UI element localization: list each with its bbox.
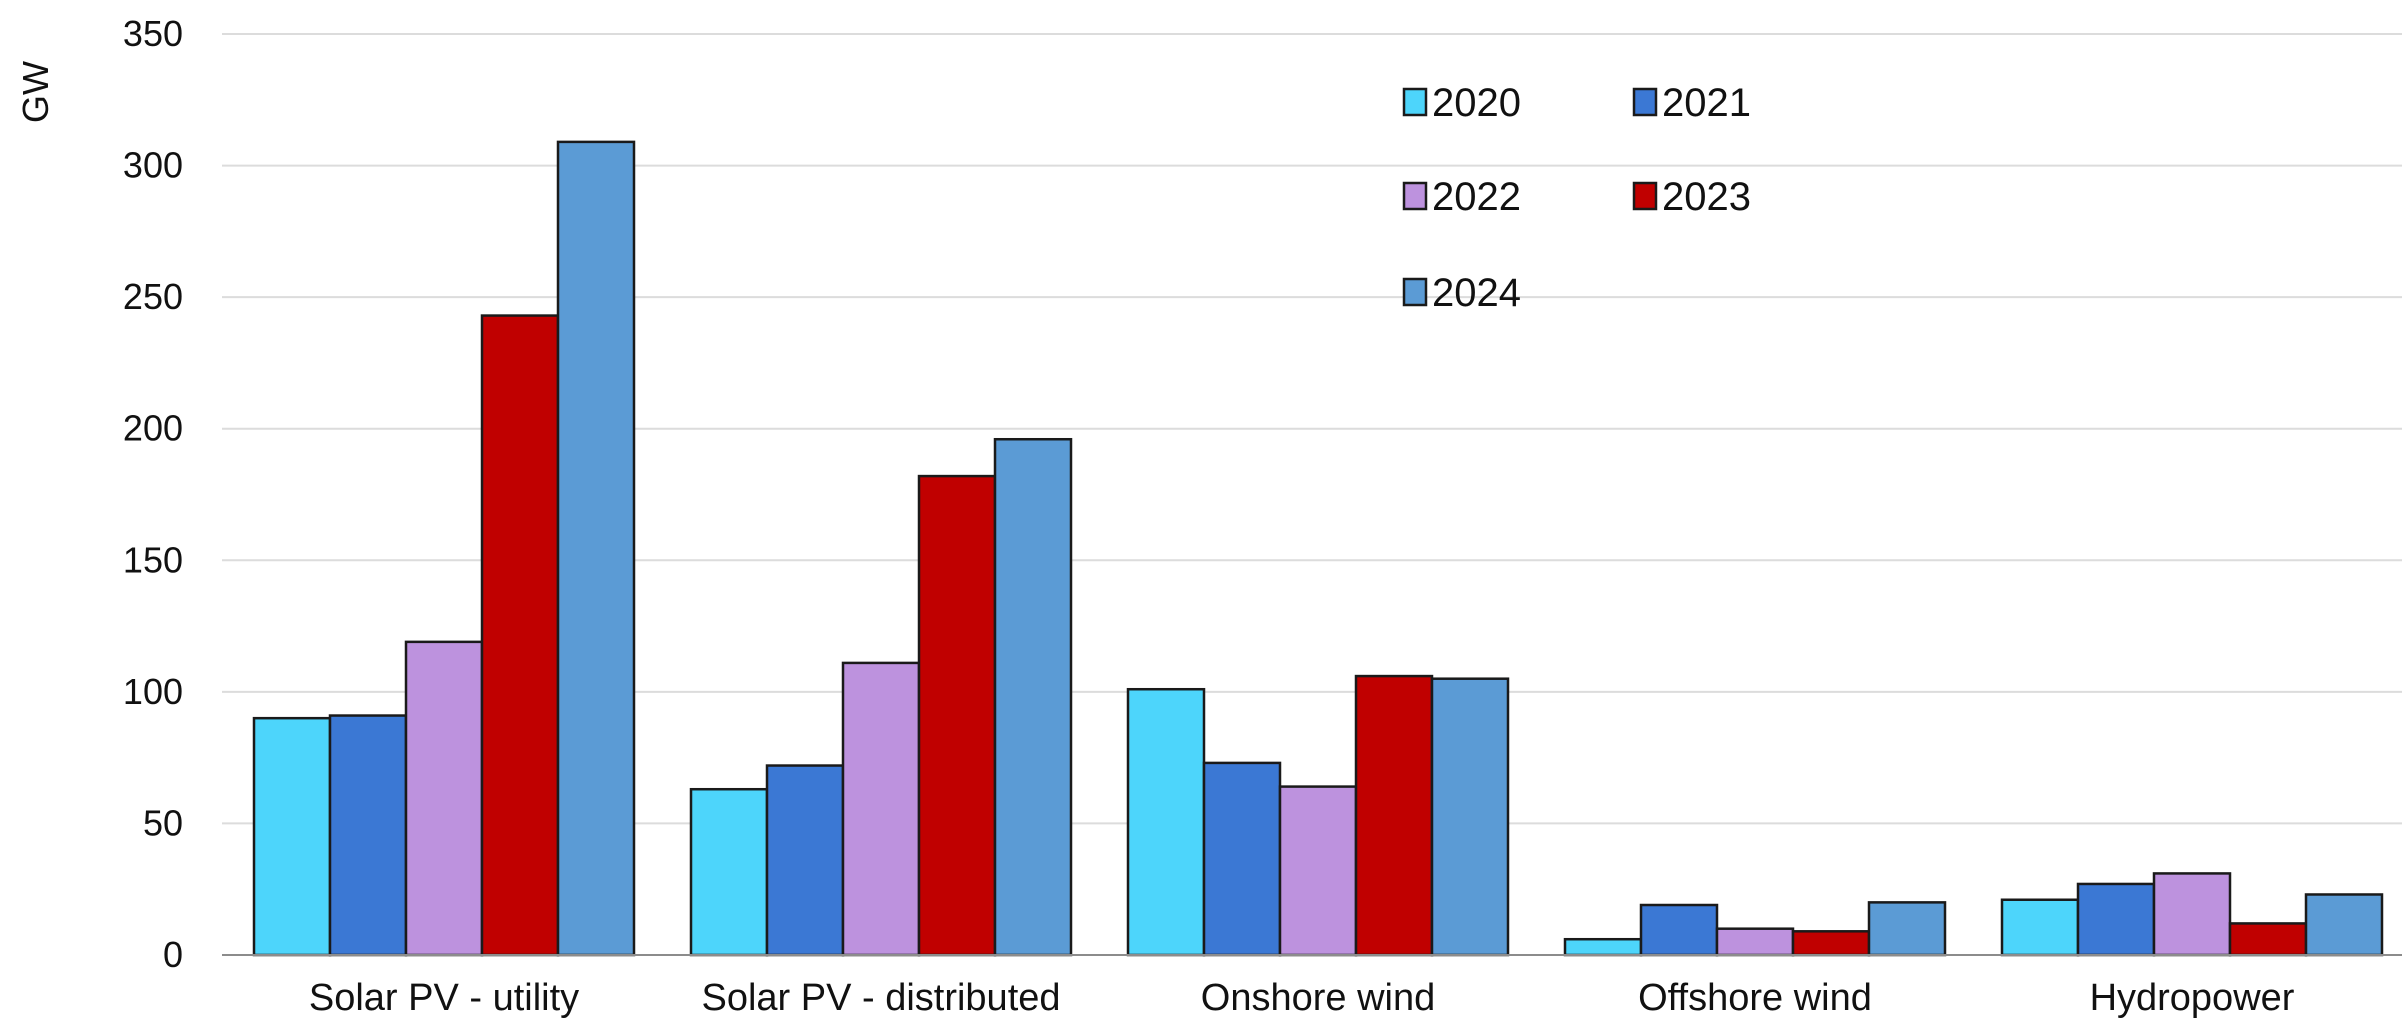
- legend-label-2023: 2023: [1662, 175, 1751, 219]
- bar-2021-solar-pv-distributed: [765, 764, 845, 957]
- bar-2023-offshore-wind: [1791, 930, 1871, 957]
- bar-2024-offshore-wind: [1867, 901, 1947, 957]
- bar-2023-solar-pv-utility: [480, 314, 560, 957]
- legend-label-2021: 2021: [1662, 81, 1751, 125]
- bar-2020-hydropower: [2000, 898, 2080, 957]
- category-label: Onshore wind: [1201, 977, 1435, 1018]
- legend-label-2024: 2024: [1432, 271, 1521, 315]
- bar-2021-hydropower: [2076, 882, 2156, 957]
- bar-2023-hydropower: [2228, 922, 2308, 957]
- category-labels: Solar PV - utility Solar PV - distributed…: [309, 977, 2295, 1018]
- legend-label-2022: 2022: [1432, 175, 1521, 219]
- legend-swatch-2022: [1402, 181, 1428, 211]
- bar-2022-solar-pv-utility: [404, 640, 484, 957]
- y-tick-label: 250: [123, 276, 183, 317]
- y-tick-label: 350: [123, 13, 183, 54]
- bar-2021-offshore-wind: [1639, 903, 1719, 957]
- category-label: Hydropower: [2090, 977, 2295, 1018]
- y-tick-label: 150: [123, 539, 183, 580]
- bar-2021-solar-pv-utility: [328, 714, 408, 957]
- y-tick-label: 200: [123, 408, 183, 449]
- y-tick-labels: 0 50 100 150 200 250 300 350: [123, 13, 183, 975]
- bar-2022-hydropower: [2152, 872, 2232, 957]
- bar-2024-hydropower: [2304, 893, 2384, 957]
- bar-2020-solar-pv-distributed: [689, 787, 769, 957]
- bar-2022-solar-pv-distributed: [841, 661, 921, 957]
- bar-2023-solar-pv-distributed: [917, 474, 997, 957]
- bar-2024-solar-pv-distributed: [993, 437, 1073, 957]
- y-axis-title: GW: [15, 61, 56, 123]
- y-tick-label: 300: [123, 145, 183, 186]
- legend-swatch-2024: [1402, 277, 1428, 307]
- legend-swatch-2020: [1402, 87, 1428, 117]
- bar-2023-onshore-wind: [1354, 674, 1434, 957]
- bar-2020-onshore-wind: [1126, 687, 1206, 957]
- legend-swatch-2023: [1632, 181, 1658, 211]
- legend: 2020 2021 2022 2023 2024: [1402, 81, 1751, 315]
- category-label: Solar PV - utility: [309, 977, 579, 1018]
- bar-2020-offshore-wind: [1563, 937, 1643, 957]
- bar-2024-onshore-wind: [1430, 677, 1510, 957]
- category-label: Offshore wind: [1638, 977, 1872, 1018]
- y-tick-label: 0: [163, 934, 183, 975]
- legend-swatch-2021: [1632, 87, 1658, 117]
- legend-label-2020: 2020: [1432, 81, 1521, 125]
- bar-2022-onshore-wind: [1278, 785, 1358, 957]
- y-tick-label: 100: [123, 671, 183, 712]
- bar-2024-solar-pv-utility: [556, 140, 636, 957]
- bar-2021-onshore-wind: [1202, 761, 1282, 957]
- bar-2020-solar-pv-utility: [252, 716, 332, 957]
- category-label: Solar PV - distributed: [701, 977, 1060, 1018]
- bar-2022-offshore-wind: [1715, 927, 1795, 957]
- bars: [252, 140, 2384, 957]
- y-tick-label: 50: [143, 802, 183, 843]
